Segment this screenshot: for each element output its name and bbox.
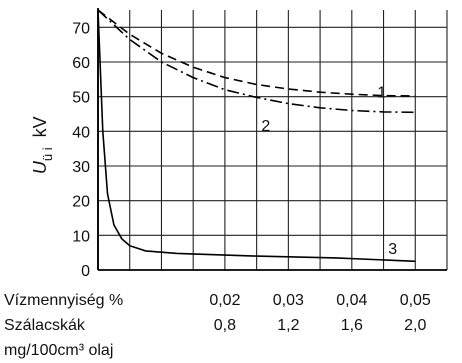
x-row3-label: mg/100cm³ olaj — [4, 342, 113, 359]
series-line-3 — [97, 9, 416, 263]
text-layer: 0 10 20 30 40 50 60 70 1 2 3 Uü i kV Vízmennyiség % 0,… — [4, 20, 431, 359]
x-row2-tick-3: 2,0 — [404, 317, 426, 334]
y-tick-label-50: 50 — [72, 90, 90, 107]
y-tick-label-20: 20 — [72, 194, 90, 211]
x-row2-tick-2: 1,6 — [341, 317, 363, 334]
series-line-2 — [97, 9, 416, 114]
x-row1-tick-2: 0,04 — [336, 292, 367, 309]
x-row1-tick-1: 0,03 — [273, 292, 304, 309]
y-axis-label-subscript: ü i — [40, 147, 55, 161]
y-tick-label-30: 30 — [72, 159, 90, 176]
y-tick-label-70: 70 — [72, 20, 90, 37]
y-axis-label: Uü i kV — [30, 116, 55, 174]
series-label-3: 3 — [388, 241, 397, 258]
y-axis-label-symbol: U — [30, 160, 50, 174]
x-row1-tick-0: 0,02 — [209, 292, 240, 309]
x-row1-tick-3: 0,05 — [400, 292, 431, 309]
y-tick-label-0: 0 — [81, 263, 90, 280]
x-row2-tick-0: 0,8 — [214, 317, 236, 334]
series-line-1 — [97, 9, 416, 97]
x-row2-tick-1: 1,2 — [277, 317, 299, 334]
y-axis-label-unit: kV — [30, 116, 50, 137]
x-row2-label: Szálacskák — [4, 317, 86, 334]
series-label-2: 2 — [261, 118, 270, 135]
x-row1-label: Vízmennyiség % — [4, 292, 123, 309]
series-label-1: 1 — [377, 84, 386, 101]
y-tick-label-40: 40 — [72, 124, 90, 141]
y-tick-label-10: 10 — [72, 228, 90, 245]
y-tick-label-60: 60 — [72, 55, 90, 72]
series-layer — [97, 9, 416, 263]
